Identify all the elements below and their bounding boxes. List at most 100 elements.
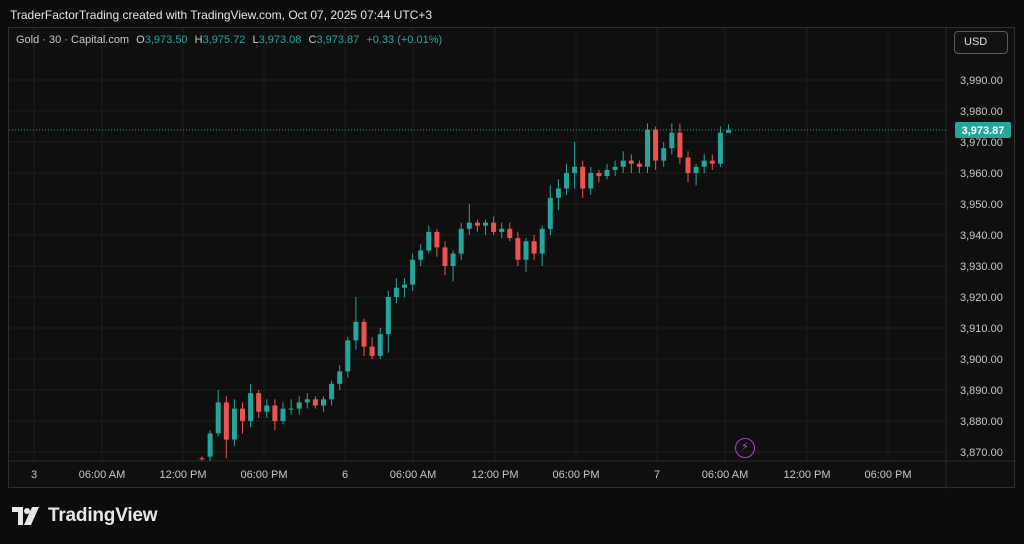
tradingview-logo-icon bbox=[12, 507, 39, 525]
x-tick-label: 6 bbox=[342, 469, 348, 481]
y-tick-label: 3,880.00 bbox=[960, 416, 1003, 428]
tradingview-brand[interactable]: TradingView bbox=[12, 505, 158, 527]
last-price-tag bbox=[955, 122, 1011, 139]
low-value: 3,973.08 bbox=[258, 34, 302, 46]
candle-body bbox=[248, 393, 254, 421]
y-tick-label: 3,920.00 bbox=[960, 292, 1003, 304]
low-label: L bbox=[252, 34, 259, 46]
candle-body bbox=[329, 383, 335, 400]
candle-body bbox=[393, 287, 399, 297]
candle-body bbox=[580, 166, 586, 189]
candle-body bbox=[636, 163, 642, 167]
candle-body bbox=[288, 408, 294, 410]
x-tick-label: 06:00 PM bbox=[240, 469, 287, 481]
candle-body bbox=[231, 408, 237, 440]
y-tick-label: 3,890.00 bbox=[960, 385, 1003, 397]
candle-body bbox=[564, 173, 569, 189]
candle-body bbox=[442, 247, 448, 266]
candle-body bbox=[596, 173, 602, 177]
candle-body bbox=[555, 188, 561, 198]
x-tick-label: 12:00 PM bbox=[159, 469, 206, 481]
candle-body bbox=[717, 132, 723, 164]
open-value: 3,973.50 bbox=[144, 34, 188, 46]
close-value: 3,973.87 bbox=[316, 34, 360, 46]
candle-body bbox=[361, 321, 367, 347]
x-tick-label: 06:00 AM bbox=[79, 469, 125, 481]
candle-body bbox=[215, 402, 221, 434]
candle-body bbox=[369, 346, 375, 356]
ohlc-legend: Gold · 30 · Capital.com O3,973.50 H3,975… bbox=[16, 34, 442, 46]
y-tick-label: 3,950.00 bbox=[960, 199, 1003, 211]
x-tick-label: 12:00 PM bbox=[783, 469, 830, 481]
candle-body bbox=[410, 259, 416, 285]
candle-body bbox=[256, 393, 262, 412]
candle-body bbox=[199, 458, 205, 460]
candle-body bbox=[499, 228, 505, 232]
y-tick-label: 3,870.00 bbox=[960, 447, 1003, 459]
candle-body bbox=[701, 160, 707, 167]
candle-body bbox=[377, 334, 383, 356]
candle-body bbox=[515, 238, 521, 260]
high-value: 3,975.72 bbox=[202, 34, 246, 46]
candle-body bbox=[726, 129, 731, 133]
candle-body bbox=[531, 241, 537, 254]
candle-body bbox=[645, 129, 650, 167]
x-tick-label: 06:00 AM bbox=[702, 469, 748, 481]
candle-body bbox=[620, 160, 626, 167]
candle-body bbox=[483, 222, 488, 226]
candle-body bbox=[280, 408, 286, 421]
candle-body bbox=[434, 231, 440, 248]
x-tick-label: 7 bbox=[654, 469, 660, 481]
candle-body bbox=[304, 399, 310, 403]
candle-body bbox=[312, 399, 318, 406]
candle-body bbox=[604, 169, 610, 177]
candle-body bbox=[272, 405, 278, 421]
candle-body bbox=[345, 340, 351, 372]
candle-body bbox=[693, 166, 699, 173]
candle-body bbox=[474, 222, 480, 226]
x-tick-label: 12:00 PM bbox=[471, 469, 518, 481]
chart-caption: TraderFactorTrading created with Trading… bbox=[10, 8, 433, 22]
lightning-icon[interactable]: ⚡ bbox=[735, 438, 755, 458]
change-value: +0.33 (+0.01%) bbox=[366, 34, 443, 46]
candle-body bbox=[572, 166, 578, 173]
candle-body bbox=[337, 371, 343, 384]
candle-body bbox=[450, 253, 456, 266]
y-tick-label: 3,980.00 bbox=[960, 106, 1003, 118]
chart-area[interactable]: 3,990.00 3,980.00 3,970.00 3,960.00 3,950.00… bbox=[8, 27, 1016, 489]
candle-body bbox=[677, 132, 683, 158]
candle-body bbox=[523, 241, 529, 260]
candle-body bbox=[402, 284, 407, 288]
y-tick-label: 3,900.00 bbox=[960, 354, 1003, 366]
candle-body bbox=[669, 132, 675, 149]
high-label: H bbox=[194, 34, 203, 46]
candle-body bbox=[385, 297, 391, 335]
candle-body bbox=[207, 433, 213, 457]
candle-body bbox=[628, 160, 634, 164]
candle-body bbox=[653, 129, 659, 161]
y-tick-label: 3,970.00 bbox=[960, 137, 1003, 149]
candle-body bbox=[223, 402, 229, 440]
candle-body bbox=[458, 228, 464, 254]
y-tick-label: 3,930.00 bbox=[960, 261, 1003, 273]
y-tick-label: 3,910.00 bbox=[960, 323, 1003, 335]
candle-body bbox=[466, 222, 472, 229]
symbol-label: Gold · 30 · Capital.com bbox=[16, 34, 130, 46]
x-tick-label: 06:00 PM bbox=[864, 469, 911, 481]
candle-body bbox=[264, 405, 270, 412]
candle-body bbox=[709, 160, 715, 164]
candle-body bbox=[588, 173, 594, 189]
x-tick-label: 06:00 AM bbox=[390, 469, 436, 481]
candle-body bbox=[321, 399, 326, 406]
open-label: O bbox=[136, 34, 145, 46]
currency-button[interactable]: USD bbox=[954, 31, 1008, 54]
candle-body bbox=[353, 321, 359, 341]
candle-body bbox=[685, 157, 691, 173]
y-tick-label: 3,960.00 bbox=[960, 168, 1003, 180]
brand-name: TradingView bbox=[48, 505, 158, 526]
candle-body bbox=[507, 228, 513, 239]
close-label: C bbox=[308, 34, 317, 46]
candle-body bbox=[612, 166, 618, 170]
y-tick-label: 3,990.00 bbox=[960, 75, 1003, 87]
price-chart[interactable]: 3,990.00 3,980.00 3,970.00 3,960.00 3,950.00… bbox=[9, 28, 1016, 489]
